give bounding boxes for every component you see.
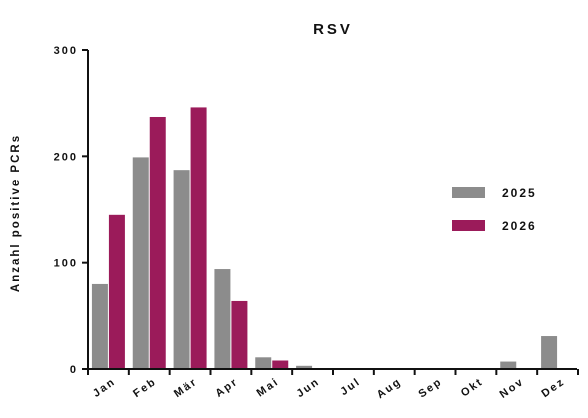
bar-2026-Jan [108, 214, 125, 369]
y-axis-label: Anzahl positive PCRs [10, 134, 22, 292]
legend: 2025 2026 [452, 186, 537, 233]
x-tick-label: Jun [294, 376, 322, 400]
bar-2025-Apr [214, 269, 231, 369]
x-tick-label: Dez [539, 376, 567, 400]
x-tick-label: Jan [91, 376, 118, 400]
x-tick-label: Apr [213, 376, 240, 400]
bar-2026-Mai [272, 360, 289, 369]
legend-swatch-2025 [452, 187, 485, 198]
legend-swatch-2026 [452, 220, 485, 231]
x-tick-label: Nov [498, 376, 527, 401]
bar-2025-Jan [91, 283, 108, 369]
x-tick-label: Aug [375, 376, 404, 402]
x-ticks-group: Jan Feb Mär Apr Mai Jun Jul Aug Sep Okt Nov Dez [87, 369, 579, 402]
x-tick-label: Okt [459, 376, 486, 400]
bar-2026-Mär [190, 107, 207, 370]
bar-2025-Nov [500, 361, 517, 369]
x-tick-label: Mär [172, 376, 200, 400]
legend-label-2026: 2026 [502, 219, 537, 233]
bar-2025-Mär [173, 170, 190, 369]
y-ticks-group: 0 100 200 300 [54, 45, 88, 376]
x-tick-label: Mai [255, 376, 282, 400]
bar-2025-Jun [296, 365, 313, 369]
y-tick-label: 100 [54, 258, 78, 270]
chart-title: RSV [313, 21, 353, 38]
bar-2026-Apr [231, 300, 248, 369]
bar-2025-Mai [255, 357, 272, 369]
x-tick-label: Feb [131, 376, 159, 400]
y-tick-label: 300 [54, 45, 78, 57]
x-tick-label: Sep [416, 376, 444, 401]
legend-label-2025: 2025 [502, 186, 537, 200]
y-tick-label: 200 [54, 151, 78, 163]
bar-2025-Feb [132, 157, 149, 369]
bar-2026-Feb [149, 116, 166, 370]
bar-2025-Dez [541, 336, 558, 369]
x-tick-label: Jul [338, 376, 363, 398]
y-tick-label: 0 [70, 364, 78, 376]
bars-group [91, 107, 558, 370]
